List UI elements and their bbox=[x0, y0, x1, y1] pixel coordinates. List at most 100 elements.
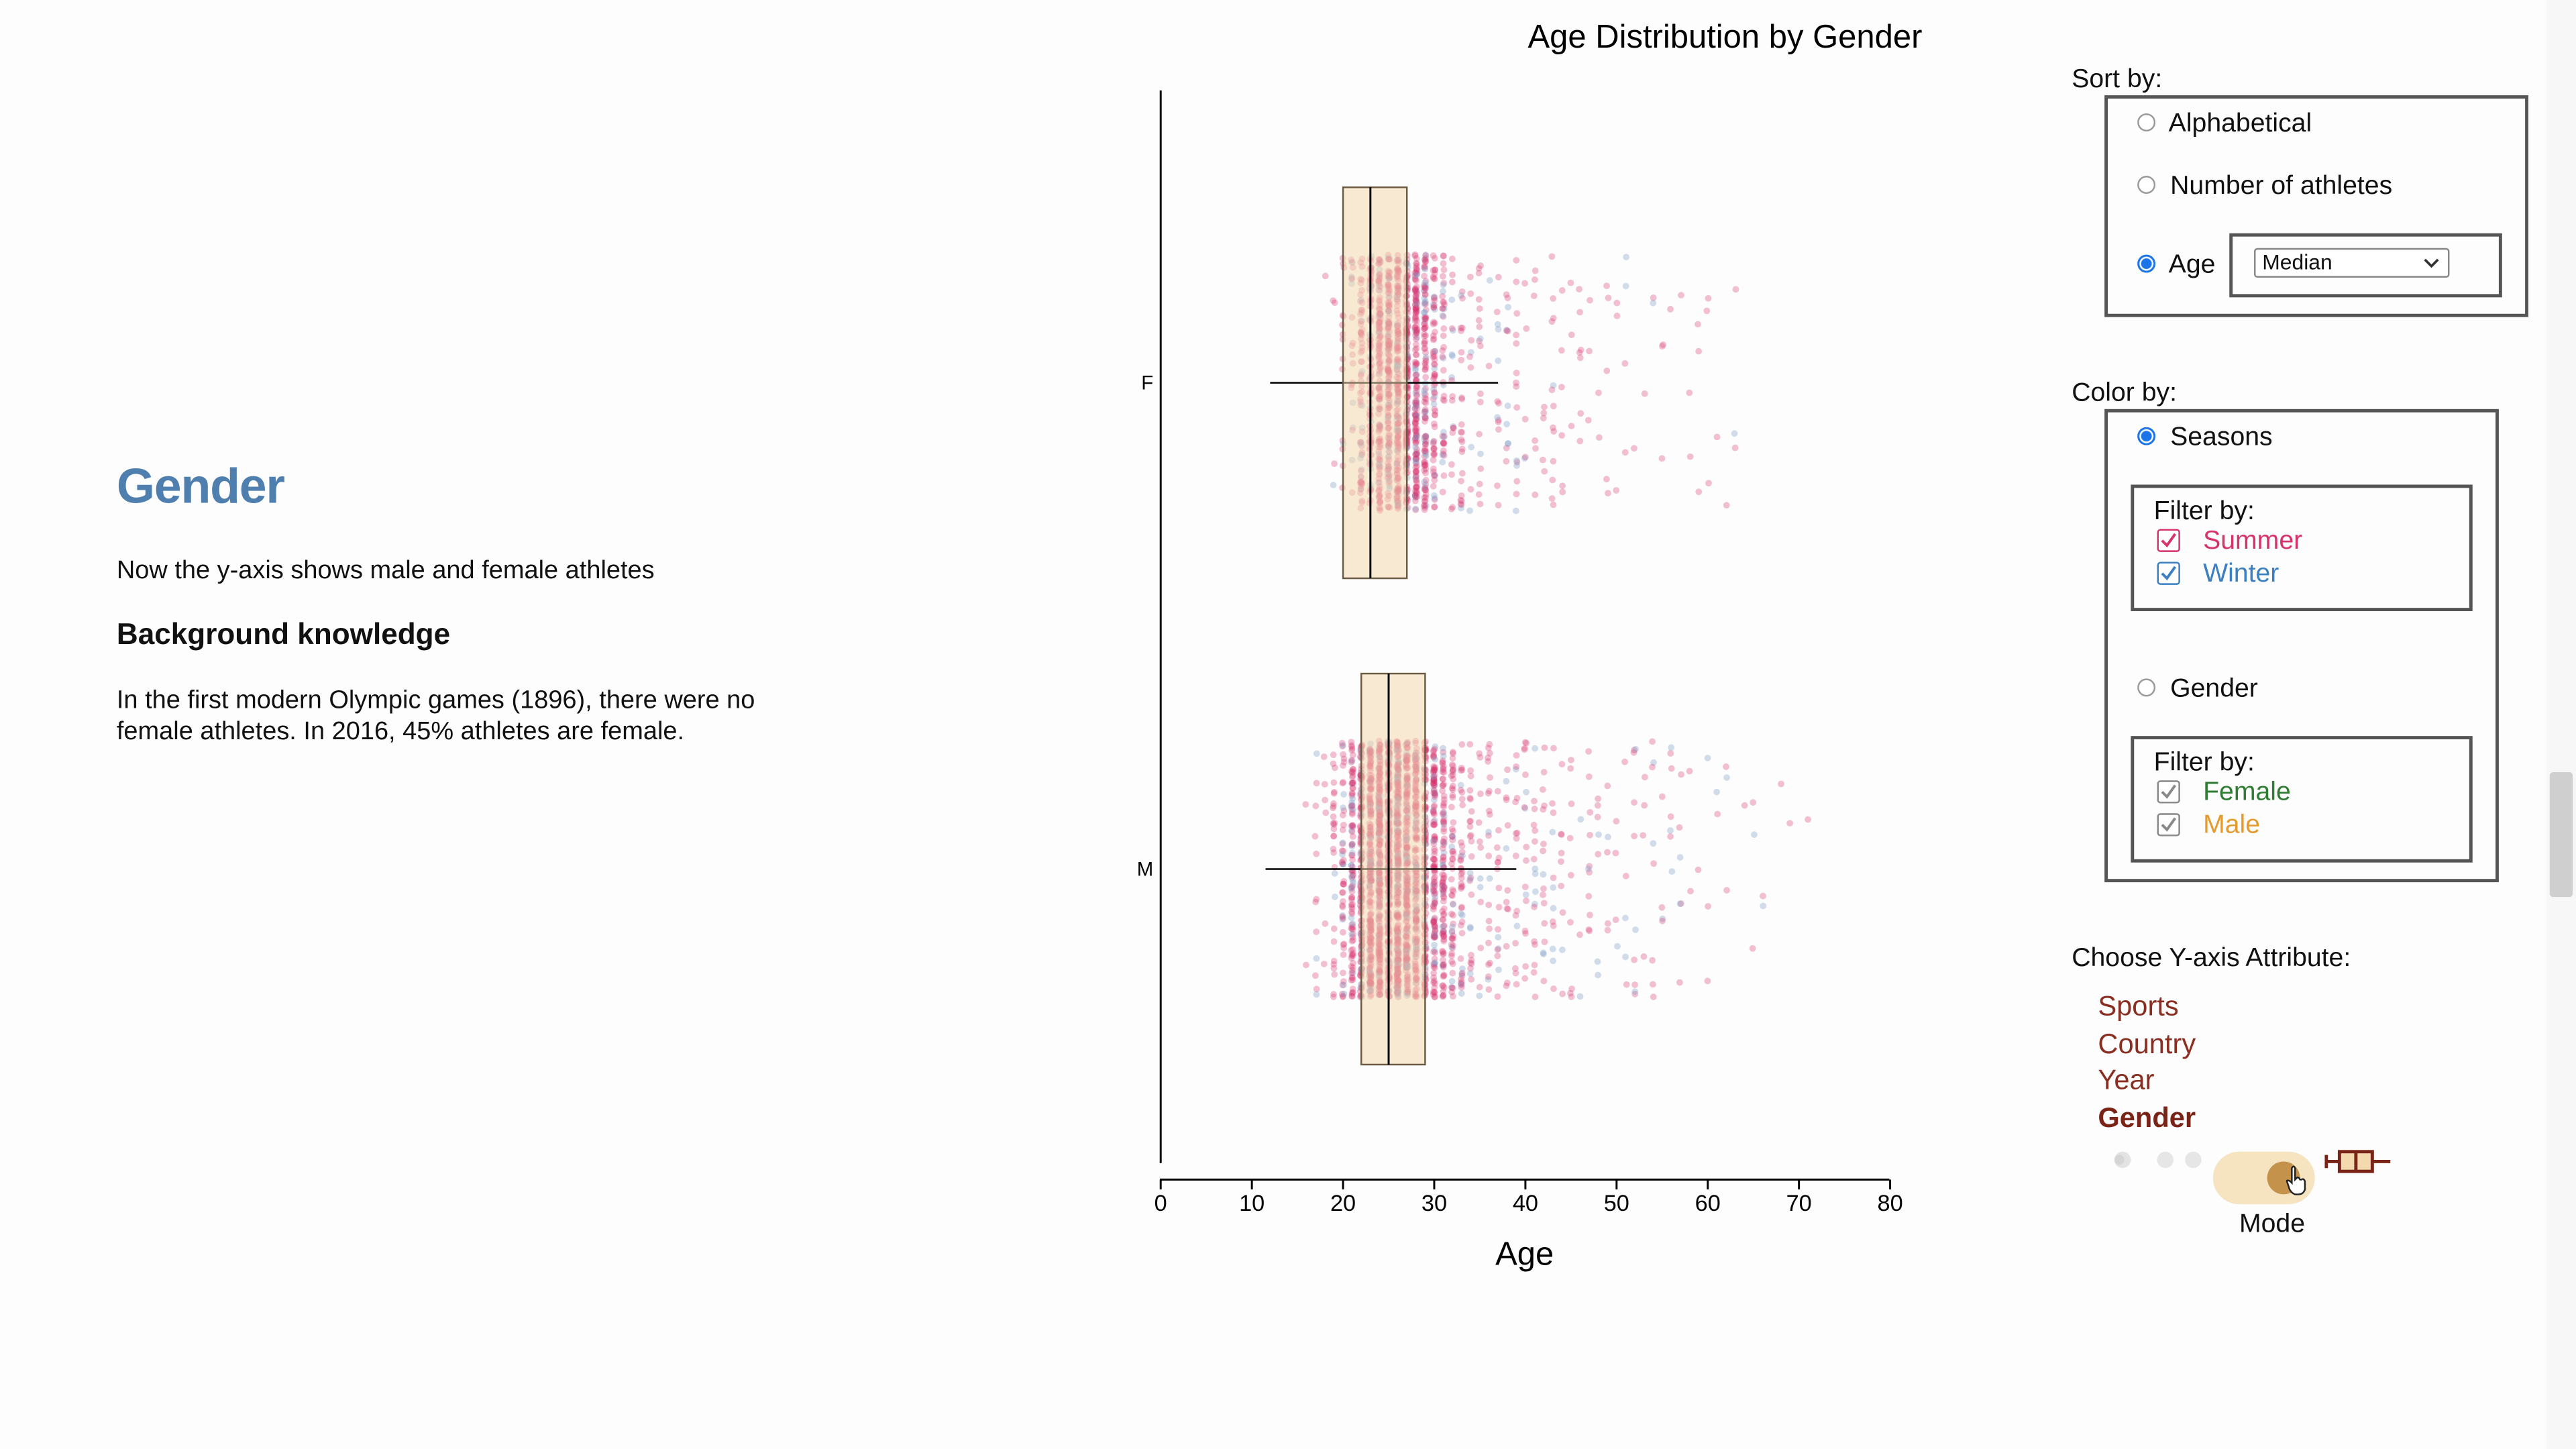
data-point bbox=[1577, 816, 1585, 823]
color-by-label: Color by: bbox=[2072, 379, 2178, 408]
data-point bbox=[1421, 272, 1428, 280]
male-checkbox[interactable] bbox=[2157, 813, 2180, 837]
data-point bbox=[1558, 849, 1565, 857]
data-point bbox=[1330, 925, 1338, 932]
data-point bbox=[1521, 453, 1529, 461]
y-attr-year[interactable]: Year bbox=[2098, 1064, 2155, 1096]
data-point bbox=[1340, 981, 1347, 989]
data-point bbox=[1440, 864, 1448, 871]
data-point bbox=[1339, 913, 1346, 920]
data-point bbox=[1413, 425, 1420, 432]
data-point bbox=[1411, 421, 1419, 428]
data-point bbox=[1440, 838, 1447, 845]
data-point bbox=[1448, 804, 1455, 811]
data-point bbox=[1348, 769, 1356, 776]
winter-checkbox[interactable] bbox=[2157, 561, 2180, 585]
data-point bbox=[1412, 439, 1419, 447]
data-point bbox=[1585, 773, 1593, 780]
sort-option-number-of-athletes[interactable]: Number of athletes bbox=[2170, 172, 2393, 201]
color-option-seasons[interactable]: Seasons bbox=[2170, 423, 2273, 452]
data-point bbox=[1421, 301, 1428, 308]
data-point bbox=[1513, 478, 1521, 485]
data-point bbox=[1585, 865, 1592, 873]
data-point bbox=[1448, 325, 1456, 332]
female-filter-label[interactable]: Female bbox=[2203, 778, 2291, 807]
summer-checkbox[interactable] bbox=[2157, 529, 2180, 552]
mode-toggle[interactable] bbox=[2212, 1151, 2315, 1205]
data-point bbox=[1485, 986, 1493, 993]
data-point bbox=[1466, 353, 1473, 360]
data-point bbox=[1513, 383, 1520, 390]
data-point bbox=[1413, 412, 1419, 419]
data-point bbox=[1431, 802, 1438, 809]
story-paragraph: In the first modern Olympic games (1896)… bbox=[116, 686, 755, 746]
data-point bbox=[1440, 973, 1447, 980]
data-point bbox=[1430, 482, 1437, 490]
data-point bbox=[1421, 415, 1429, 421]
data-point bbox=[1421, 325, 1428, 332]
data-point bbox=[1503, 905, 1511, 912]
data-point bbox=[1513, 340, 1520, 347]
winter-filter-label[interactable]: Winter bbox=[2203, 560, 2279, 588]
data-point bbox=[1430, 451, 1438, 459]
data-point bbox=[1340, 990, 1348, 998]
data-point bbox=[1440, 887, 1447, 894]
radio-alphabetical[interactable] bbox=[2137, 113, 2156, 131]
data-point bbox=[1440, 763, 1447, 770]
data-point bbox=[1348, 780, 1356, 788]
data-point bbox=[1457, 786, 1464, 794]
data-point bbox=[1458, 429, 1465, 436]
data-point bbox=[1440, 472, 1448, 479]
data-point bbox=[1468, 853, 1475, 860]
summer-filter-label[interactable]: Summer bbox=[2203, 527, 2303, 555]
data-point bbox=[1731, 430, 1738, 437]
y-attr-gender[interactable]: Gender bbox=[2098, 1102, 2196, 1134]
radio-seasons[interactable] bbox=[2137, 427, 2156, 445]
data-point bbox=[1467, 767, 1474, 774]
radio-number-of-athletes[interactable] bbox=[2137, 176, 2156, 194]
data-point bbox=[1330, 790, 1338, 797]
radio-gender[interactable] bbox=[2137, 678, 2156, 697]
data-point bbox=[1313, 780, 1320, 787]
female-checkbox[interactable] bbox=[2157, 780, 2180, 804]
data-point bbox=[1422, 415, 1429, 422]
data-point bbox=[1448, 952, 1455, 959]
data-point bbox=[1439, 930, 1446, 937]
data-point bbox=[1558, 287, 1566, 294]
color-option-gender[interactable]: Gender bbox=[2170, 675, 2258, 704]
data-point bbox=[1412, 412, 1419, 419]
y-attr-sports[interactable]: Sports bbox=[2098, 990, 2179, 1022]
data-point bbox=[1449, 856, 1456, 863]
data-point bbox=[1603, 367, 1611, 374]
data-point bbox=[1413, 295, 1420, 302]
data-point bbox=[1430, 492, 1438, 499]
data-point bbox=[1476, 992, 1483, 1000]
data-point bbox=[1431, 900, 1438, 907]
scrollbar-track[interactable] bbox=[2546, 0, 2576, 1449]
data-point bbox=[1338, 847, 1346, 855]
age-statistic-select[interactable]: Median bbox=[2254, 248, 2450, 278]
data-point bbox=[1467, 486, 1474, 493]
data-point bbox=[1476, 838, 1483, 845]
data-point bbox=[1723, 887, 1730, 894]
data-point bbox=[1477, 844, 1485, 851]
chart-title: Age Distribution by Gender bbox=[1527, 19, 1922, 55]
data-point bbox=[1339, 839, 1346, 847]
data-point bbox=[1567, 989, 1574, 997]
data-point bbox=[1477, 945, 1485, 951]
y-attr-country[interactable]: Country bbox=[2098, 1028, 2196, 1060]
data-point bbox=[1413, 352, 1420, 358]
data-point bbox=[1430, 252, 1437, 259]
data-point bbox=[1468, 337, 1475, 344]
data-point bbox=[1421, 291, 1429, 299]
data-point bbox=[1477, 500, 1484, 508]
male-filter-label[interactable]: Male bbox=[2203, 811, 2261, 840]
data-point bbox=[1430, 445, 1438, 451]
scrollbar-thumb[interactable] bbox=[2549, 772, 2573, 898]
sort-option-alphabetical[interactable]: Alphabetical bbox=[2168, 110, 2312, 138]
sort-option-age[interactable]: Age bbox=[2168, 251, 2216, 280]
data-point bbox=[1448, 772, 1455, 780]
data-point bbox=[1458, 990, 1465, 997]
data-point bbox=[1431, 361, 1438, 368]
radio-age[interactable] bbox=[2137, 254, 2156, 273]
